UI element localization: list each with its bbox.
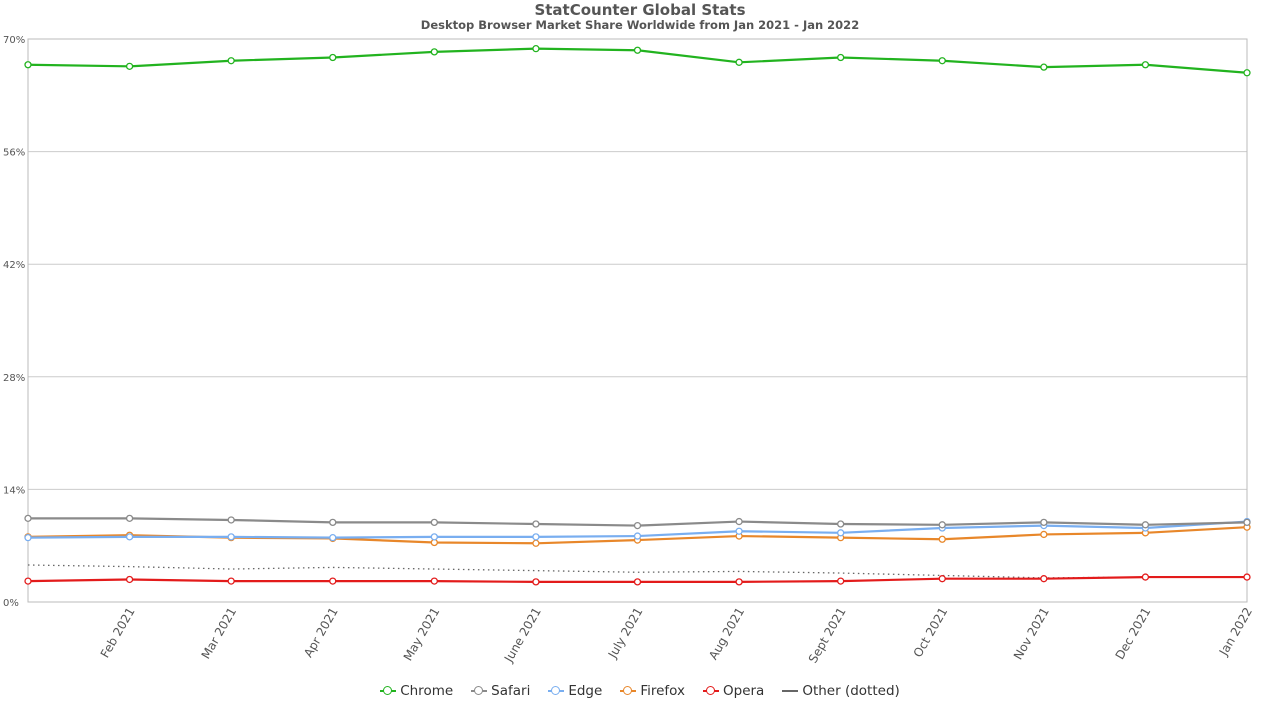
data-point-edge[interactable] [125,533,134,541]
legend-marker-icon [380,685,397,697]
x-tick-label: Dec 2021 [1113,605,1154,662]
data-point-chrome[interactable] [837,53,845,62]
data-point-chrome[interactable] [938,57,946,65]
data-point-safari[interactable] [430,518,438,527]
data-point-opera[interactable] [329,577,337,585]
x-tick-label: Jan 2022 [1216,605,1255,659]
data-point-safari[interactable] [938,521,946,529]
legend-label: Opera [723,683,765,699]
y-tick-label: 42% [3,260,25,271]
data-point-safari[interactable] [24,514,32,523]
data-point-edge[interactable] [735,527,743,535]
legend-label: Firefox [640,683,685,699]
chart-legend: Chrome Safari Edge Firefox Opera Other (dotte… [0,683,1280,699]
data-point-edge[interactable] [430,533,438,541]
data-point-edge[interactable] [633,532,642,540]
data-point-chrome[interactable] [1141,61,1150,69]
x-tick-label: Nov 2021 [1011,605,1052,662]
data-point-opera[interactable] [1243,573,1251,581]
data-point-safari[interactable] [125,514,134,523]
x-tick-label: June 2021 [501,605,544,665]
data-point-edge[interactable] [227,533,235,541]
legend-marker-icon [471,685,488,697]
legend-item-opera[interactable]: Opera [703,683,764,699]
legend-marker-icon [782,685,799,697]
legend-item-edge[interactable]: Edge [548,683,602,699]
data-point-chrome[interactable] [1040,63,1048,71]
legend-label: Other (dotted) [802,683,900,699]
data-point-opera[interactable] [125,575,134,584]
data-point-safari[interactable] [633,521,642,530]
data-point-chrome[interactable] [430,48,438,56]
legend-item-firefox[interactable]: Firefox [620,683,685,699]
data-point-safari[interactable] [735,517,743,526]
data-point-chrome[interactable] [227,57,235,65]
legend-item-chrome[interactable]: Chrome [380,683,453,699]
data-point-opera[interactable] [430,577,438,585]
data-point-opera[interactable] [938,575,946,583]
data-point-safari[interactable] [532,520,540,528]
data-point-opera[interactable] [1141,573,1150,581]
x-tick-label: Apr 2021 [301,605,341,660]
data-point-safari[interactable] [329,518,337,527]
data-point-safari[interactable] [1141,521,1150,529]
data-point-opera[interactable] [735,578,743,586]
x-tick-label: July 2021 [605,605,646,661]
data-point-firefox[interactable] [532,539,540,547]
x-tick-label: Sept 2021 [806,605,849,665]
data-point-firefox[interactable] [1040,530,1048,539]
data-point-edge[interactable] [532,533,540,541]
x-tick-label: Oct 2021 [911,605,951,660]
data-point-chrome[interactable] [329,53,337,62]
data-point-safari[interactable] [1040,518,1048,527]
data-point-chrome[interactable] [24,61,32,69]
chart-title: StatCounter Global Stats [534,1,746,19]
data-point-edge[interactable] [24,534,32,542]
y-tick-label: 28% [3,373,25,384]
data-point-opera[interactable] [1040,575,1048,583]
legend-label: Edge [568,683,603,699]
data-point-chrome[interactable] [1243,69,1251,77]
legend-item-safari[interactable]: Safari [471,683,530,699]
data-point-chrome[interactable] [125,62,134,70]
legend-marker-icon [548,685,565,697]
data-point-edge[interactable] [329,534,337,542]
line-chart: 0% 14% 28% 42% 56% 70% Feb 2021 Mar 2021 Apr 202… [3,35,1255,665]
data-point-safari[interactable] [837,520,845,528]
y-tick-label: 56% [3,148,25,159]
chart-subtitle: Desktop Browser Market Share Worldwide f… [420,18,860,32]
y-tick-label: 70% [3,35,25,46]
legend-item-other-dotted[interactable]: Other (dotted) [782,683,900,699]
data-point-chrome[interactable] [633,46,642,54]
x-tick-label: Mar 2021 [199,605,240,661]
x-tick-label: May 2021 [401,605,443,663]
legend-label: Safari [491,683,531,699]
data-point-opera[interactable] [227,577,235,585]
y-tick-label: 14% [3,485,25,496]
legend-marker-icon [703,685,719,697]
data-point-chrome[interactable] [735,58,743,66]
y-tick-label: 0% [3,598,19,609]
data-point-opera[interactable] [633,578,642,586]
data-point-firefox[interactable] [938,535,946,543]
x-tick-label: Feb 2021 [98,605,138,660]
data-point-safari[interactable] [227,516,235,524]
legend-marker-icon [620,685,637,697]
legend-label: Chrome [400,683,454,699]
data-point-edge[interactable] [837,529,845,537]
data-point-opera[interactable] [24,577,32,585]
data-point-opera[interactable] [532,578,540,586]
data-point-safari[interactable] [1243,518,1251,527]
x-tick-label: Aug 2021 [706,605,747,662]
data-point-chrome[interactable] [532,45,540,53]
data-point-opera[interactable] [837,577,845,585]
plot-border [27,38,1248,603]
series-line-other-dotted [27,564,1247,579]
